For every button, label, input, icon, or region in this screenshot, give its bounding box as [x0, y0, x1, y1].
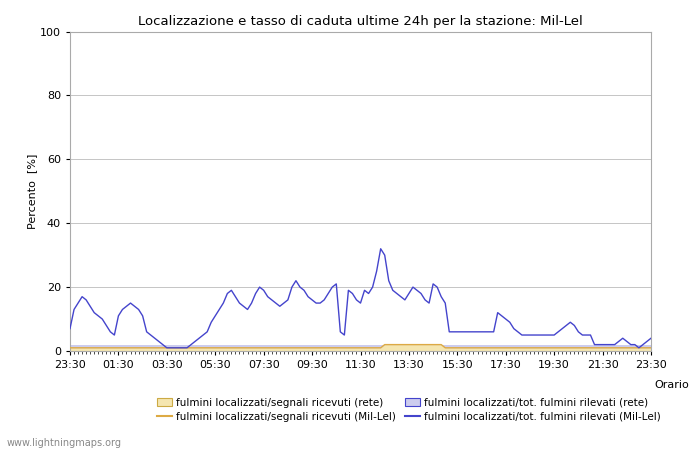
Text: Orario: Orario: [654, 380, 690, 390]
Title: Localizzazione e tasso di caduta ultime 24h per la stazione: Mil-Lel: Localizzazione e tasso di caduta ultime …: [138, 14, 583, 27]
Legend: fulmini localizzati/segnali ricevuti (rete), fulmini localizzati/segnali ricevut: fulmini localizzati/segnali ricevuti (re…: [157, 398, 661, 422]
Text: www.lightningmaps.org: www.lightningmaps.org: [7, 438, 122, 448]
Y-axis label: Percento  [%]: Percento [%]: [27, 153, 37, 229]
